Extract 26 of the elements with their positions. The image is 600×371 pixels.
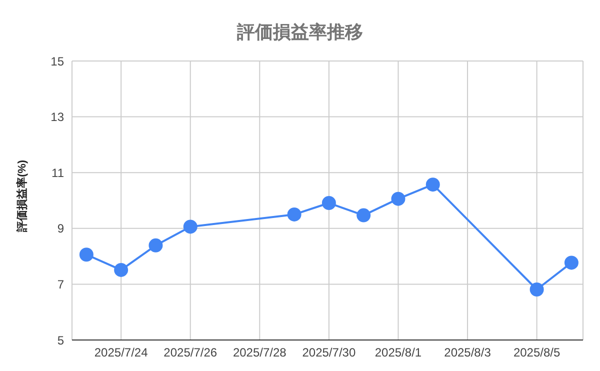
x-tick-label: 2025/8/5 (513, 346, 560, 360)
point (79, 248, 94, 262)
x-tick-label: 2025/7/30 (302, 346, 356, 360)
y-tick-label: 15 (50, 54, 64, 68)
y-axis-title: 評価損益率(%) (15, 160, 30, 232)
point (322, 196, 336, 210)
y-tick-label: 9 (57, 222, 64, 236)
x-tick-label: 2025/7/24 (94, 346, 148, 360)
point (391, 192, 406, 206)
point (148, 238, 163, 252)
y-tick-label: 11 (52, 166, 64, 180)
point (183, 220, 198, 234)
point (356, 208, 371, 222)
x-tick-label: 2025/8/3 (444, 346, 492, 360)
chart-title: 評価損益率推移 (236, 21, 364, 44)
point (114, 262, 128, 277)
y-tick-label: 7 (57, 277, 64, 292)
y-tick-label: 5 (57, 333, 64, 348)
point (426, 178, 440, 192)
point (287, 207, 302, 222)
y-tick-label: 13 (50, 110, 64, 124)
point (564, 256, 578, 270)
x-tick-label: 2025/7/26 (164, 346, 218, 360)
x-tick-label: 2025/7/28 (232, 346, 287, 360)
point (530, 282, 544, 296)
x-tick-label: 2025/8/1 (374, 346, 422, 360)
